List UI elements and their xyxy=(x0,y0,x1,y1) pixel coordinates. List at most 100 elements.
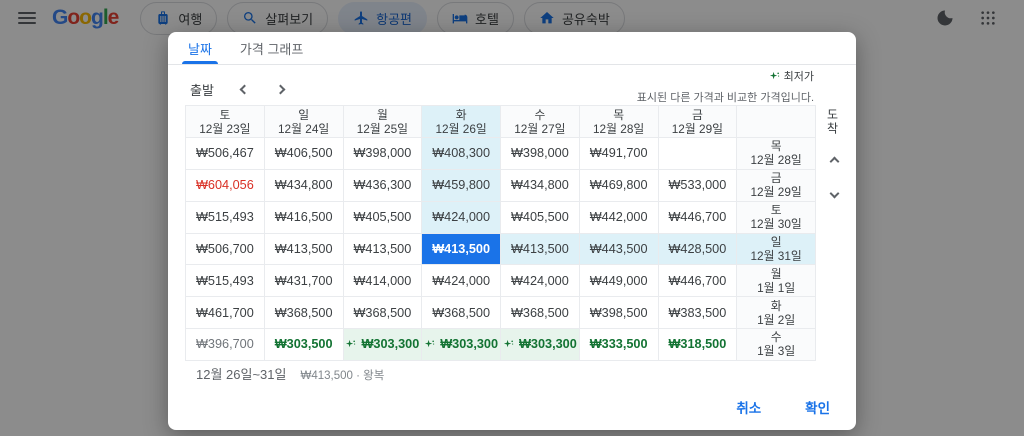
google-logo[interactable]: Google xyxy=(52,6,119,29)
nav-vacation-rentals-label: 공유숙박 xyxy=(561,11,610,27)
price-cell[interactable]: ₩414,000 xyxy=(343,265,423,298)
nav-explore-label: 살펴보기 xyxy=(265,11,314,27)
price-cell[interactable]: ₩431,700 xyxy=(264,265,344,298)
nav-hotels[interactable]: 호텔 xyxy=(437,1,514,35)
price-cell[interactable]: ₩383,500 xyxy=(658,297,738,330)
price-cell[interactable]: ₩413,500 xyxy=(343,233,423,266)
price-cell[interactable]: ₩515,493 xyxy=(186,201,265,234)
price-cell[interactable]: ₩459,800 xyxy=(422,169,501,202)
hotel-icon xyxy=(452,10,468,26)
row-header: 월 1월 1일 xyxy=(737,265,816,298)
row-header: 목 12월 28일 xyxy=(737,138,816,170)
price-cell[interactable]: ₩303,300 xyxy=(501,329,580,361)
price-cell[interactable]: ₩491,700 xyxy=(579,138,659,170)
row-header: 토 12월 30일 xyxy=(737,201,816,234)
price-cell[interactable]: ₩436,300 xyxy=(343,169,423,202)
price-cell[interactable]: ₩515,493 xyxy=(186,265,265,298)
scroll-down-button[interactable] xyxy=(821,180,847,206)
price-cell[interactable]: ₩318,500 xyxy=(658,329,738,361)
arrival-label: 도착 xyxy=(825,108,839,136)
menu-icon[interactable] xyxy=(18,12,36,24)
tab-dates[interactable]: 날짜 xyxy=(174,32,226,64)
price-cell[interactable]: ₩506,700 xyxy=(186,233,265,266)
departure-controls: 출발 xyxy=(190,76,294,102)
lowest-price-icon xyxy=(345,339,356,350)
price-cell[interactable]: ₩368,500 xyxy=(264,297,344,330)
price-cell[interactable]: ₩398,000 xyxy=(343,138,423,170)
price-cell[interactable]: ₩434,800 xyxy=(264,169,344,202)
price-cell[interactable]: ₩413,500 xyxy=(422,233,501,266)
price-cell[interactable]: ₩446,700 xyxy=(658,201,738,234)
col-header: 금 12월 29일 xyxy=(658,106,738,138)
tab-price-graph[interactable]: 가격 그래프 xyxy=(239,41,304,57)
nav-flights[interactable]: 항공편 xyxy=(338,1,428,35)
dialog-tabs: 날짜 가격 그래프 xyxy=(168,32,856,65)
row-header: 화 1월 2일 xyxy=(737,297,816,330)
price-cell[interactable]: ₩405,500 xyxy=(501,201,580,234)
price-cell[interactable]: ₩303,500 xyxy=(264,329,344,361)
confirm-button[interactable]: 확인 xyxy=(805,397,830,417)
price-cell[interactable]: ₩424,000 xyxy=(422,265,501,298)
price-cell[interactable]: ₩333,500 xyxy=(579,329,659,361)
col-header: 월 12월 25일 xyxy=(343,106,423,138)
luggage-icon xyxy=(155,10,171,26)
price-cell[interactable]: ₩368,500 xyxy=(422,297,501,330)
col-header: 수 12월 27일 xyxy=(501,106,580,138)
nav-vacation-rentals[interactable]: 공유숙박 xyxy=(523,1,625,35)
house-icon xyxy=(539,10,555,26)
next-dates-button[interactable] xyxy=(268,76,294,102)
col-header: 토 12월 23일 xyxy=(186,106,265,138)
price-cell[interactable]: ₩396,700 xyxy=(186,329,265,361)
lowest-price-icon xyxy=(503,339,514,350)
price-cell[interactable]: ₩449,000 xyxy=(579,265,659,298)
price-legend: 최저가 표시된 다른 가격과 비교한 가격입니다. xyxy=(637,68,814,105)
chevron-up-icon xyxy=(829,156,839,166)
nav-travel-label: 여행 xyxy=(178,11,203,27)
explore-icon xyxy=(242,10,258,26)
price-cell[interactable]: ₩413,500 xyxy=(501,233,580,266)
price-cell[interactable]: ₩461,700 xyxy=(186,297,265,330)
price-cell[interactable]: ₩604,056 xyxy=(186,169,265,202)
price-cell[interactable]: ₩416,500 xyxy=(264,201,344,234)
selection-summary: 12월 26일~31일 ₩413,500 · 왕복 xyxy=(196,364,384,383)
prev-dates-button[interactable] xyxy=(232,76,258,102)
price-cell[interactable]: ₩434,800 xyxy=(501,169,580,202)
price-cell[interactable]: ₩469,800 xyxy=(579,169,659,202)
row-header: 수 1월 3일 xyxy=(737,329,816,361)
topbar: Google 여행 살펴보기 항공편 호텔 공유숙박 xyxy=(0,0,1024,36)
col-header: 목 12월 28일 xyxy=(579,106,659,138)
scroll-up-button[interactable] xyxy=(821,148,847,174)
price-cell[interactable]: ₩424,000 xyxy=(422,201,501,234)
price-cell[interactable]: ₩428,500 xyxy=(658,233,738,266)
dark-mode-icon[interactable] xyxy=(936,9,954,27)
price-cell[interactable]: ₩533,000 xyxy=(658,169,738,202)
price-cell[interactable]: ₩413,500 xyxy=(264,233,344,266)
price-cell[interactable]: ₩368,500 xyxy=(343,297,423,330)
chevron-down-icon xyxy=(829,188,839,198)
price-cell[interactable]: ₩303,300 xyxy=(422,329,501,361)
price-cell[interactable]: ₩424,000 xyxy=(501,265,580,298)
price-cell[interactable]: ₩303,300 xyxy=(343,329,423,361)
price-cell[interactable]: ₩406,500 xyxy=(264,138,344,170)
price-cell[interactable]: ₩398,500 xyxy=(579,297,659,330)
price-cell[interactable]: ₩405,500 xyxy=(343,201,423,234)
price-cell[interactable]: ₩442,000 xyxy=(579,201,659,234)
col-header xyxy=(737,106,816,138)
price-cell[interactable]: ₩446,700 xyxy=(658,265,738,298)
cancel-button[interactable]: 취소 xyxy=(736,397,761,417)
price-cell[interactable]: ₩398,000 xyxy=(501,138,580,170)
price-grid: 토 12월 23일 일 12월 24일 월 12월 25일 화 12월 26일 수 12월 27일… xyxy=(185,105,816,361)
legend-note: 표시된 다른 가격과 비교한 가격입니다. xyxy=(636,92,814,104)
price-cell[interactable]: ₩506,467 xyxy=(186,138,265,170)
row-header: 일 12월 31일 xyxy=(737,233,816,266)
price-cell[interactable] xyxy=(658,138,738,170)
price-cell[interactable]: ₩408,300 xyxy=(422,138,501,170)
nav-travel[interactable]: 여행 xyxy=(140,1,218,35)
lowest-price-icon xyxy=(424,339,435,350)
apps-grid-icon[interactable] xyxy=(980,10,996,26)
col-header: 화 12월 26일 xyxy=(422,106,501,138)
price-cell[interactable]: ₩368,500 xyxy=(501,297,580,330)
price-cell[interactable]: ₩443,500 xyxy=(579,233,659,266)
departure-label: 출발 xyxy=(190,82,214,98)
dialog-actions: 취소 확인 xyxy=(736,397,830,417)
